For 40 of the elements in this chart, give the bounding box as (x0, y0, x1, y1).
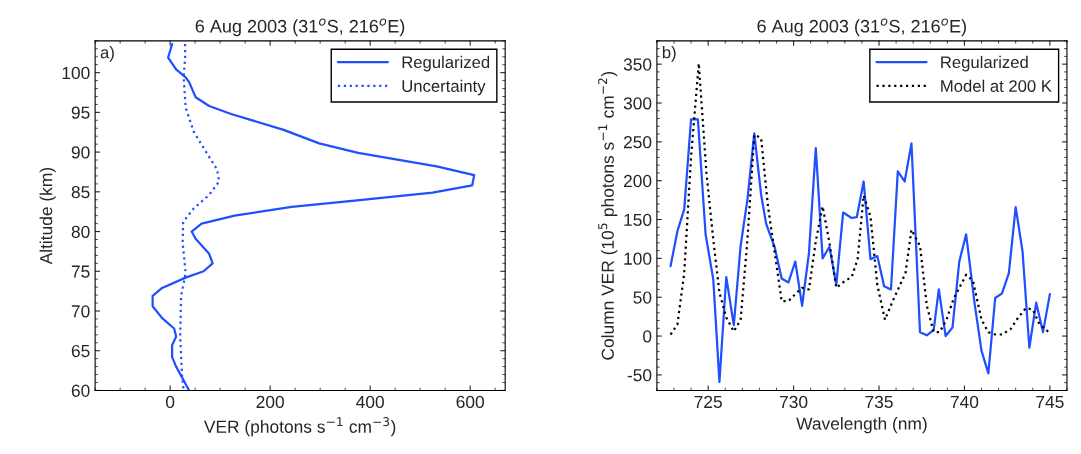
legend-label: Uncertainty (402, 79, 486, 96)
y-tick-label: 300 (623, 97, 652, 110)
annotation: a) (100, 46, 114, 62)
y-tick-label: 90 (71, 146, 90, 159)
y-tick-label: 0 (643, 330, 652, 343)
chart-title: 6 Aug 2003 (31$^{o}$S, 216$^{o}$E) (195, 18, 405, 37)
x-tick-label: 745 (1036, 395, 1064, 409)
legend-label: Regularized (941, 55, 1028, 72)
x-tick-label: 730 (779, 395, 808, 409)
y-tick-label: 60 (71, 384, 90, 397)
y-axis-title: Column VER (10$^{5}$ photons s$^{−1}$ cm$^{−2}$) (598, 72, 618, 360)
y-tick-label: 95 (71, 106, 90, 119)
x-tick-label: 725 (694, 395, 722, 409)
y-axis-title: Altitude (km) (39, 168, 56, 265)
y-tick-label: 70 (71, 305, 90, 318)
y-tick-label: 100 (624, 252, 652, 265)
line-series (669, 118, 1051, 383)
y-tick-label: 100 (62, 66, 90, 80)
y-tick-label: 80 (71, 225, 90, 238)
x-tick-label: 740 (950, 395, 979, 409)
x-tick-label: 600 (456, 395, 484, 409)
y-tick-label: 50 (633, 291, 652, 304)
y-tick-label: -50 (627, 369, 652, 382)
y-tick-label: 85 (71, 185, 90, 199)
x-tick-label: 200 (256, 395, 284, 409)
y-tick-label: 65 (71, 344, 90, 358)
legend-label: Model at 200 K (941, 79, 1052, 92)
x-tick-label: 400 (356, 395, 384, 409)
legend-label: Regularized (402, 55, 490, 72)
y-tick-label: 350 (623, 58, 652, 71)
y-tick-label: 200 (623, 174, 652, 188)
y-tick-label: 75 (71, 265, 90, 278)
x-axis-title: Wavelength (nm) (796, 417, 927, 434)
x-axis-title: VER (photons s$^{−1}$ cm$^{−3}$) (203, 417, 396, 437)
annotation: b) (662, 46, 676, 62)
chart-title: 6 Aug 2003 (31$^{o}$S, 216$^{o}$E) (757, 18, 966, 37)
x-tick-label: 0 (165, 395, 175, 409)
x-tick-label: 735 (865, 395, 893, 409)
y-tick-label: 250 (623, 136, 652, 149)
y-tick-label: 150 (624, 213, 652, 226)
